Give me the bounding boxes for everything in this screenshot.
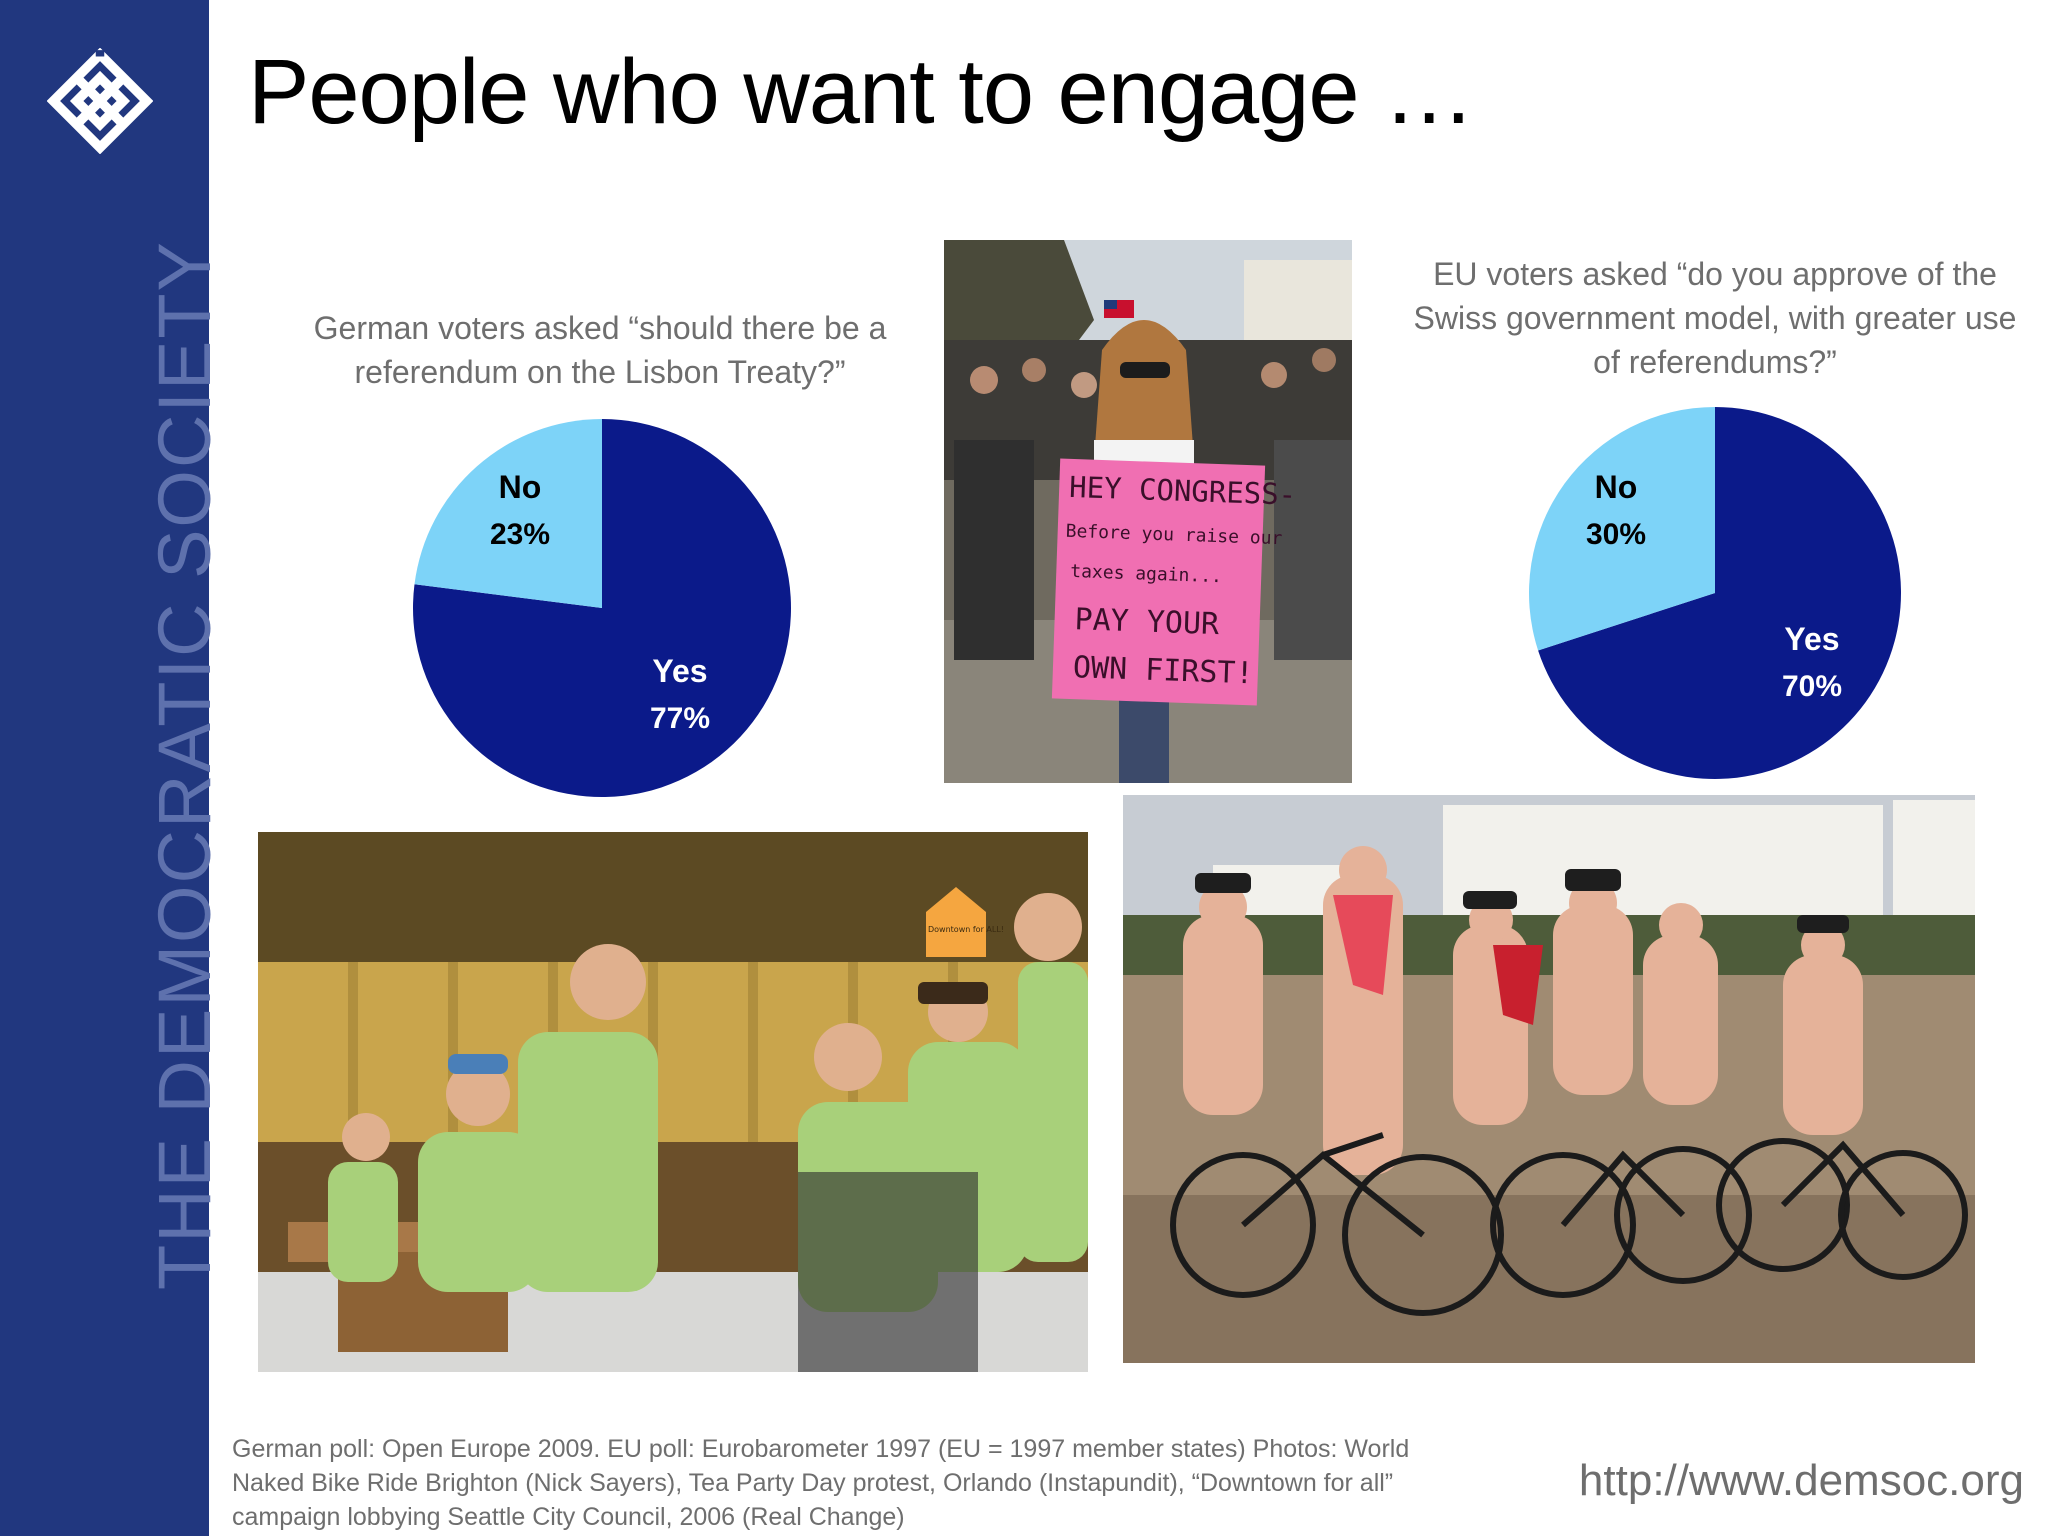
eu-no-label: No	[1595, 469, 1638, 505]
website-link[interactable]: http://www.demsoc.org	[1578, 1456, 2024, 1505]
german-no-label: No	[499, 469, 542, 505]
photo-credits-note: German poll: Open Europe 2009. EU poll: …	[232, 1435, 1410, 1531]
german-yes-value: 77%	[650, 702, 710, 735]
german-slice-no	[414, 419, 602, 608]
sign-line-1: HEY CONGRESS-	[1069, 470, 1297, 512]
german-poll-pie-chart: No 23% Yes 77%	[413, 419, 791, 797]
german-yes-label: Yes	[652, 653, 707, 689]
seattle-council-photo: Downtown for ALL!	[258, 832, 1088, 1372]
naked-bike-ride-photo	[1123, 795, 1975, 1363]
brand-vertical-text: THE DEMOCRATIC SOCIETY	[143, 240, 226, 1290]
eu-no-value: 30%	[1586, 518, 1646, 551]
eu-poll-caption: EU voters asked “do you approve of the S…	[1413, 256, 2017, 380]
sign-line-5: OWN FIRST!	[1072, 650, 1254, 691]
sidebar: THE DEMOCRATIC SOCIETY	[0, 0, 226, 1536]
eu-poll-pie-chart: No 30% Yes 70%	[1529, 407, 1901, 779]
german-poll-caption: German voters asked “should there be a r…	[313, 310, 887, 390]
slide-title: People who want to engage …	[248, 41, 1475, 143]
knot-logo-icon	[47, 48, 153, 154]
eu-slice-yes	[1538, 407, 1901, 779]
eu-yes-label: Yes	[1784, 621, 1839, 657]
sign-line-4: PAY YOUR	[1074, 602, 1221, 642]
german-no-value: 23%	[490, 518, 550, 551]
eu-yes-value: 70%	[1782, 670, 1842, 703]
council-sign-text: Downtown for ALL!	[928, 925, 1004, 934]
eu-slice-no	[1529, 407, 1715, 651]
tea-party-protest-photo: HEY CONGRESS- Before you raise our taxes…	[944, 240, 1352, 783]
